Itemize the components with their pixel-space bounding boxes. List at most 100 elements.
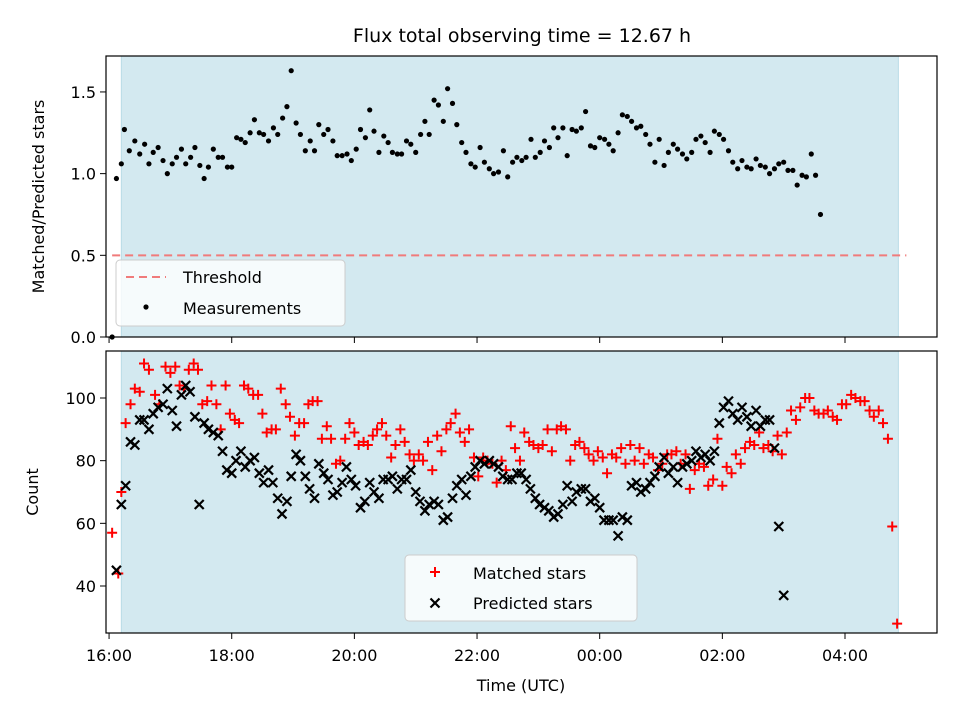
- predicted-star-point: [336, 477, 348, 488]
- predicted-star-point: [331, 486, 343, 498]
- predicted-star-point: [235, 445, 247, 457]
- predicted-star-point: [272, 492, 283, 504]
- matched-star-point: [206, 380, 217, 391]
- y-axis-label: Matched/Predicted stars: [29, 100, 48, 294]
- predicted-star-point: [460, 489, 472, 501]
- predicted-star-point: [208, 427, 219, 438]
- matched-star-point: [873, 405, 884, 416]
- measurement-point: [215, 154, 221, 160]
- x-tick-label: 18:00: [209, 646, 255, 665]
- measurement-point: [435, 102, 441, 108]
- predicted-star-point: [258, 477, 269, 488]
- matched-star-point: [648, 452, 659, 463]
- matched-star-point: [574, 436, 585, 447]
- predicted-star-point: [414, 496, 426, 507]
- matched-star-point: [671, 446, 682, 457]
- legend-count: Matched stars Predicted stars: [404, 554, 638, 622]
- series-count-1: [111, 380, 789, 601]
- predicted-star-point: [561, 480, 573, 492]
- matched-star-point: [445, 418, 456, 429]
- measurement-point: [325, 126, 331, 133]
- matched-star-point: [772, 430, 783, 441]
- predicted-star-point: [387, 471, 398, 482]
- matched-star-point: [781, 427, 792, 438]
- measurement-point: [702, 139, 708, 146]
- matched-star-point: [560, 424, 571, 435]
- matched-star-point: [730, 449, 741, 460]
- matched-star-point: [597, 452, 608, 463]
- predicted-star-point: [607, 514, 619, 526]
- predicted-star-point: [672, 477, 683, 488]
- matched-star-point: [712, 433, 723, 444]
- measurement-point: [486, 166, 492, 172]
- predicted-star-point: [732, 414, 743, 426]
- matched-star-point: [395, 424, 406, 435]
- predicted-star-point: [686, 455, 697, 466]
- predicted-star-point: [138, 414, 150, 426]
- predicted-star-point: [212, 430, 224, 441]
- predicted-star-point: [267, 477, 279, 488]
- measurement-point: [229, 164, 235, 170]
- matched-star-point: [349, 427, 360, 438]
- matched-star-point: [634, 443, 645, 454]
- x-tick-label: 16:00: [86, 646, 132, 665]
- predicted-star-point: [658, 452, 670, 463]
- matched-star-point: [726, 468, 737, 479]
- predicted-star-point: [714, 417, 725, 429]
- measurement-point: [707, 149, 713, 155]
- matched-star-point: [887, 521, 898, 532]
- measurement-point: [270, 125, 277, 131]
- predicted-star-point: [723, 395, 734, 407]
- predicted-star-point: [157, 398, 169, 410]
- x-tick-label: 02:00: [699, 646, 745, 665]
- predicted-star-point: [309, 492, 320, 504]
- matched-star-point: [592, 446, 603, 457]
- predicted-star-point: [176, 389, 187, 401]
- predicted-star-point: [612, 530, 624, 542]
- predicted-star-point: [322, 474, 334, 485]
- predicted-star-point: [295, 455, 306, 466]
- predicted-star-point: [401, 474, 412, 485]
- measurement-point: [178, 146, 185, 152]
- predicted-star-point: [760, 414, 771, 426]
- matched-star-point: [275, 383, 286, 394]
- matched-star-point: [698, 461, 709, 472]
- matched-star-point: [708, 474, 719, 485]
- predicted-star-point: [373, 492, 385, 504]
- measurement-point: [546, 144, 553, 151]
- matched-star-point: [450, 408, 461, 419]
- matched-star-point: [220, 380, 231, 391]
- measurement-point: [307, 138, 313, 144]
- legend-predicted-swatch: [429, 597, 441, 609]
- axes-frame-ratio: [105, 55, 938, 338]
- measurement-point: [711, 128, 717, 134]
- measurement-point: [477, 144, 483, 151]
- legend-box: [404, 554, 638, 622]
- matched-star-point: [579, 443, 590, 454]
- measurement-point: [454, 122, 460, 128]
- measurement-point: [771, 166, 778, 172]
- predicted-star-point: [350, 480, 361, 492]
- measurement-point: [146, 161, 152, 167]
- measurement-point: [330, 138, 336, 144]
- measurement-point: [670, 141, 676, 147]
- predicted-star-point: [423, 499, 435, 510]
- measurement-point: [602, 136, 608, 142]
- predicted-star-point: [263, 464, 274, 476]
- predicted-star-point: [447, 492, 458, 504]
- matched-star-point: [680, 449, 691, 460]
- measurement-point: [735, 166, 741, 172]
- predicted-star-point: [419, 505, 431, 517]
- measurement-point: [238, 136, 244, 142]
- measurement-point: [803, 174, 809, 180]
- matched-star-point: [381, 430, 392, 441]
- measurement-point: [192, 144, 198, 151]
- predicted-star-point: [704, 455, 716, 466]
- predicted-star-point: [341, 461, 352, 473]
- measurement-point: [619, 112, 625, 118]
- measurement-point: [316, 122, 322, 128]
- measurement-point: [440, 118, 446, 124]
- measurement-point: [519, 157, 525, 164]
- matched-star-point: [546, 446, 557, 457]
- matched-star-point: [795, 402, 806, 413]
